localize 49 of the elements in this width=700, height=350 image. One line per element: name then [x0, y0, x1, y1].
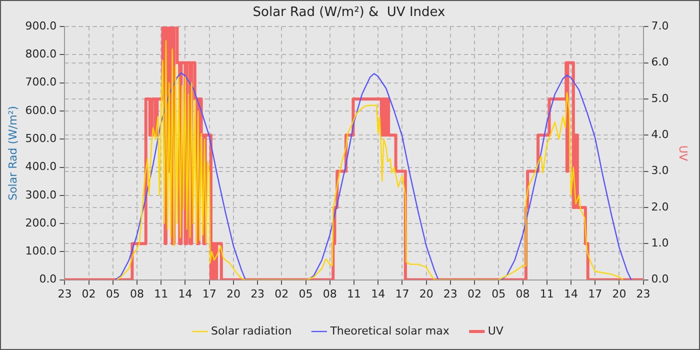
x-tick-label: 14 [371, 287, 386, 300]
y-tick-label: 800.0 [25, 48, 57, 61]
y2-tick-label: 2.0 [651, 200, 669, 214]
y2-tick-label: 7.0 [651, 19, 669, 32]
x-tick-label: 23 [443, 287, 458, 300]
x-tick-label: 08 [322, 287, 337, 300]
x-tick-label: 02 [468, 287, 482, 300]
x-tick-label: 05 [492, 287, 506, 300]
x-tick-label: 23 [58, 287, 72, 300]
x-tick-label: 11 [347, 287, 361, 300]
x-tick-label: 05 [298, 287, 313, 300]
y-tick-label: 0.0 [39, 272, 57, 286]
x-tick-label: 02 [274, 287, 289, 300]
legend-label: Solar radiation [211, 324, 292, 338]
y-tick-label: 300.0 [25, 188, 57, 202]
y-tick-label: 100.0 [25, 244, 57, 258]
y2-tick-label: 1.0 [651, 236, 669, 250]
legend-label: Theoretical solar max [329, 324, 450, 338]
x-tick-label: 05 [106, 287, 120, 300]
x-tick-label: 11 [154, 287, 168, 300]
y-tick-label: 400.0 [25, 160, 57, 174]
legend-label: UV [488, 324, 504, 338]
x-tick-label: 02 [82, 287, 96, 300]
x-tick-label: 08 [130, 287, 144, 300]
x-tick-label: 14 [178, 287, 192, 300]
y2-tick-label: 6.0 [651, 56, 669, 69]
y2-tick-label: 3.0 [651, 164, 669, 178]
y2-tick-label: 0.0 [651, 272, 669, 286]
y-tick-label: 600.0 [25, 104, 57, 117]
y-tick-label: 900.0 [25, 19, 57, 32]
y-tick-label: 200.0 [25, 216, 57, 230]
x-tick-label: 17 [202, 287, 216, 300]
x-tick-label: 08 [516, 287, 530, 300]
y-axis-title: Solar Rad (W/m²) [6, 106, 20, 200]
x-tick-label: 23 [250, 287, 265, 300]
x-tick-label: 17 [395, 287, 410, 300]
x-tick-label: 23 [636, 287, 650, 300]
y2-tick-label: 4.0 [651, 128, 669, 141]
y-tick-label: 500.0 [25, 132, 57, 145]
x-tick-label: 20 [612, 287, 626, 300]
y2-tick-label: 5.0 [651, 92, 669, 105]
x-tick-label: 20 [226, 287, 240, 300]
y2-axis-title: UV [676, 145, 690, 162]
x-tick-label: 17 [588, 287, 602, 300]
chart-title: Solar Rad (W/m²) & UV Index [252, 5, 446, 20]
x-tick-label: 20 [419, 287, 434, 300]
x-tick-label: 11 [540, 287, 554, 300]
y-tick-label: 700.0 [25, 76, 57, 89]
x-tick-label: 14 [564, 287, 578, 300]
